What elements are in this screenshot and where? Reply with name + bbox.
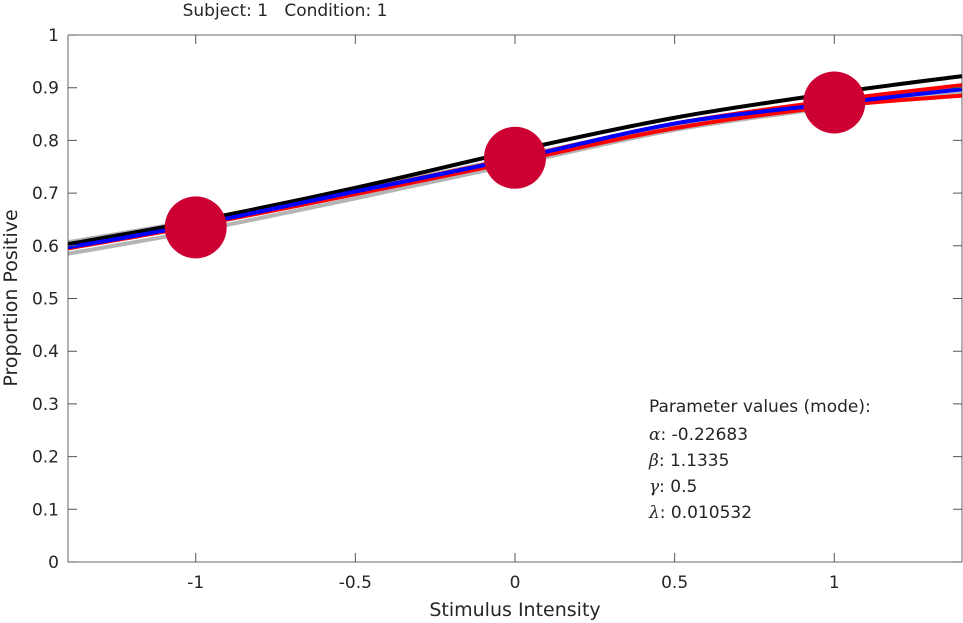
annotation-heading: Parameter values (mode): bbox=[649, 397, 871, 417]
x-tick-label: -0.5 bbox=[339, 573, 372, 593]
y-tick-label: 0.5 bbox=[32, 290, 59, 310]
y-axis-label: Proportion Positive bbox=[0, 209, 22, 386]
x-tick-label: 0 bbox=[510, 573, 521, 593]
parameter-annotation: Parameter values (mode): α: -0.22683 β: … bbox=[648, 397, 871, 523]
data-point-2 bbox=[803, 71, 866, 134]
param-lambda: λ: 0.010532 bbox=[648, 503, 752, 523]
y-tick-label: 1 bbox=[48, 26, 59, 46]
y-tick-label: 0.4 bbox=[32, 342, 59, 362]
x-tick-label: 1 bbox=[829, 573, 840, 593]
y-tick-label: 0.6 bbox=[32, 237, 59, 257]
chart-title: Subject: 1 Condition: 1 bbox=[183, 1, 388, 21]
x-axis-label: Stimulus Intensity bbox=[429, 599, 600, 621]
ticks: -1 -0.5 0 0.5 1 0 0.1 0.2 0.3 0.4 0.5 0.6 0.7 0.8 0.9 1 bbox=[32, 26, 962, 593]
data-points bbox=[164, 71, 866, 259]
y-tick-label: 0.9 bbox=[32, 79, 59, 99]
param-gamma: γ: 0.5 bbox=[649, 477, 697, 497]
param-alpha: α: -0.22683 bbox=[649, 425, 748, 445]
param-beta: β: 1.1335 bbox=[648, 451, 729, 471]
x-tick-label: -1 bbox=[187, 573, 204, 593]
y-tick-label: 0 bbox=[48, 553, 59, 573]
y-tick-label: 0.8 bbox=[32, 131, 59, 151]
data-point-1 bbox=[484, 126, 546, 189]
y-tick-label: 0.7 bbox=[32, 184, 59, 204]
y-tick-label: 0.2 bbox=[32, 448, 59, 468]
x-tick-label: 0.5 bbox=[661, 573, 688, 593]
data-point-0 bbox=[164, 196, 227, 259]
y-tick-label: 0.3 bbox=[32, 395, 59, 415]
y-tick-label: 0.1 bbox=[32, 500, 59, 520]
